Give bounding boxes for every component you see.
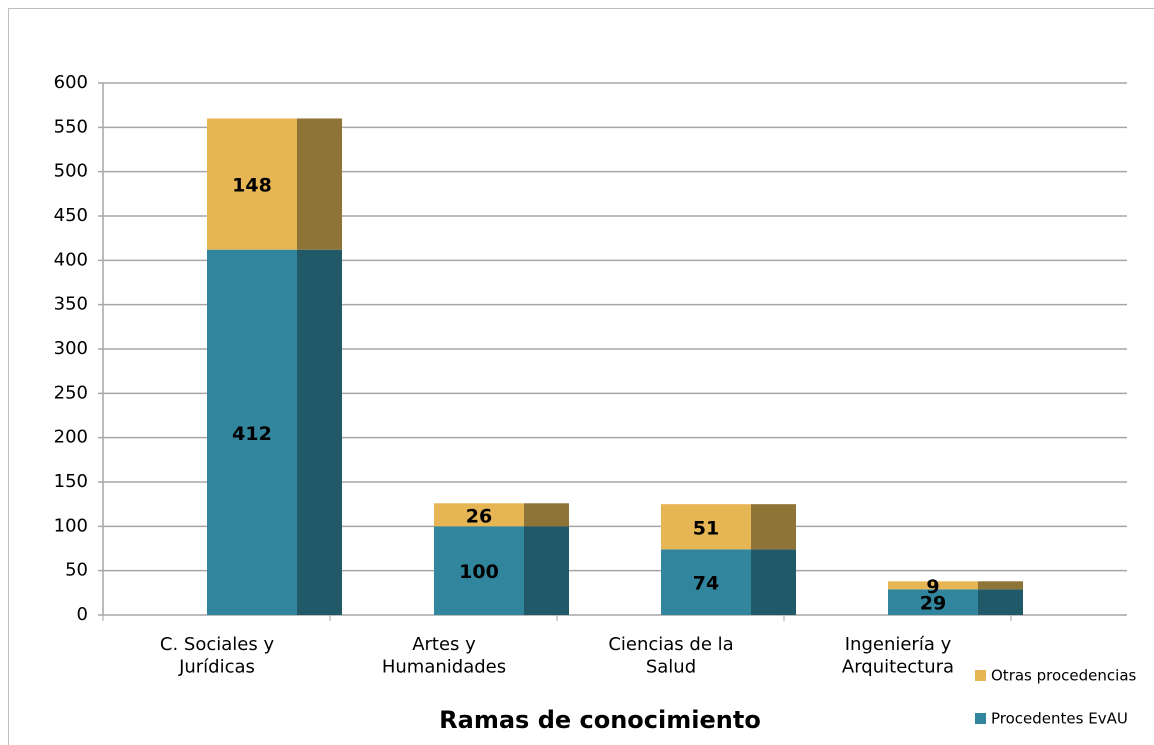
bar-side [297, 249, 342, 615]
bar-segment [207, 249, 297, 615]
data-label: 74 [693, 573, 719, 595]
bar-segment [888, 589, 978, 615]
data-label: 100 [459, 561, 499, 583]
bar-side [297, 118, 342, 250]
y-tick-label: 150 [54, 471, 88, 492]
bar-segment [661, 549, 751, 615]
bar-side [751, 549, 796, 615]
y-tick-label: 350 [54, 294, 88, 315]
bar-side [978, 589, 1023, 615]
legend-swatch [975, 713, 986, 724]
bar-side [751, 504, 796, 550]
chart-border [8, 8, 1154, 745]
y-tick-label: 250 [54, 382, 88, 403]
bar-segment [888, 581, 978, 590]
x-axis-title: Ramas de conocimiento [439, 706, 761, 734]
data-label: 26 [466, 505, 492, 527]
x-tick-label: Artes y Humanidades [382, 634, 506, 678]
x-tick-label: C. Sociales y Jurídicas [160, 634, 275, 678]
y-tick-label: 50 [65, 560, 88, 581]
y-tick-label: 500 [54, 161, 88, 182]
bar-side [524, 503, 569, 527]
x-tick-label: Ciencias de la Salud [608, 634, 733, 678]
legend-swatch [975, 670, 986, 681]
data-label: 412 [232, 423, 272, 445]
legend-label: Procedentes EvAU [991, 710, 1128, 728]
data-label: 51 [693, 517, 719, 539]
y-tick-label: 550 [54, 116, 88, 137]
y-tick-label: 400 [54, 249, 88, 270]
bar-segment [434, 526, 524, 615]
x-tick-label: Ingeniería y Arquitectura [842, 634, 954, 678]
bar-segment [207, 118, 297, 250]
y-tick-label: 300 [54, 338, 88, 359]
data-label: 29 [920, 593, 946, 615]
bar-segment [661, 504, 751, 550]
legend-label: Otras procedencias [991, 667, 1137, 685]
y-tick-label: 200 [54, 427, 88, 448]
bar-segment [434, 503, 524, 527]
y-tick-label: 450 [54, 205, 88, 226]
data-label: 148 [232, 175, 272, 197]
bar-side [524, 526, 569, 615]
y-tick-label: 600 [54, 72, 88, 93]
bar-side [978, 581, 1023, 590]
data-label: 9 [926, 576, 939, 598]
y-tick-label: 0 [77, 604, 88, 625]
y-tick-label: 100 [54, 515, 88, 536]
